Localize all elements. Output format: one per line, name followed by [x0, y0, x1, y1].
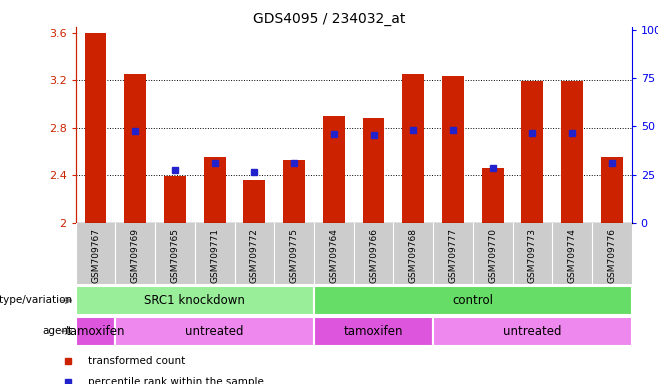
Bar: [283, 160, 305, 223]
Text: genotype/variation: genotype/variation: [0, 295, 72, 306]
Bar: [601, 157, 622, 223]
Bar: [522, 81, 544, 223]
Text: GDS4095 / 234032_at: GDS4095 / 234032_at: [253, 12, 405, 25]
Bar: [314, 286, 632, 315]
Bar: [124, 74, 146, 223]
Bar: [433, 317, 632, 346]
Text: GSM709771: GSM709771: [210, 228, 219, 283]
Text: control: control: [452, 294, 494, 307]
Text: GSM709765: GSM709765: [170, 228, 180, 283]
Text: SRC1 knockdown: SRC1 knockdown: [144, 294, 245, 307]
Text: untreated: untreated: [186, 325, 244, 338]
Text: agent: agent: [42, 326, 72, 336]
Bar: [204, 157, 226, 223]
Text: GSM709774: GSM709774: [568, 228, 576, 283]
Text: GSM709775: GSM709775: [290, 228, 299, 283]
Bar: [314, 317, 433, 346]
Text: transformed count: transformed count: [88, 356, 185, 366]
Text: percentile rank within the sample: percentile rank within the sample: [88, 377, 263, 384]
Bar: [76, 286, 314, 315]
Text: GSM709766: GSM709766: [369, 228, 378, 283]
Text: GSM709764: GSM709764: [329, 228, 338, 283]
Text: GSM709769: GSM709769: [131, 228, 139, 283]
Bar: [243, 180, 265, 223]
Bar: [76, 317, 115, 346]
Bar: [115, 317, 314, 346]
Text: GSM709772: GSM709772: [250, 228, 259, 283]
Bar: [482, 168, 503, 223]
Text: GSM709777: GSM709777: [449, 228, 457, 283]
Text: tamoxifen: tamoxifen: [66, 325, 125, 338]
Text: GSM709767: GSM709767: [91, 228, 100, 283]
Text: tamoxifen: tamoxifen: [343, 325, 403, 338]
Bar: [85, 33, 107, 223]
Text: GSM709770: GSM709770: [488, 228, 497, 283]
Text: untreated: untreated: [503, 325, 562, 338]
Bar: [164, 176, 186, 223]
Bar: [402, 74, 424, 223]
Text: GSM709768: GSM709768: [409, 228, 418, 283]
Bar: [363, 118, 384, 223]
Bar: [323, 116, 345, 223]
Text: GSM709776: GSM709776: [607, 228, 617, 283]
Text: GSM709773: GSM709773: [528, 228, 537, 283]
Bar: [561, 81, 583, 223]
Bar: [442, 76, 464, 223]
